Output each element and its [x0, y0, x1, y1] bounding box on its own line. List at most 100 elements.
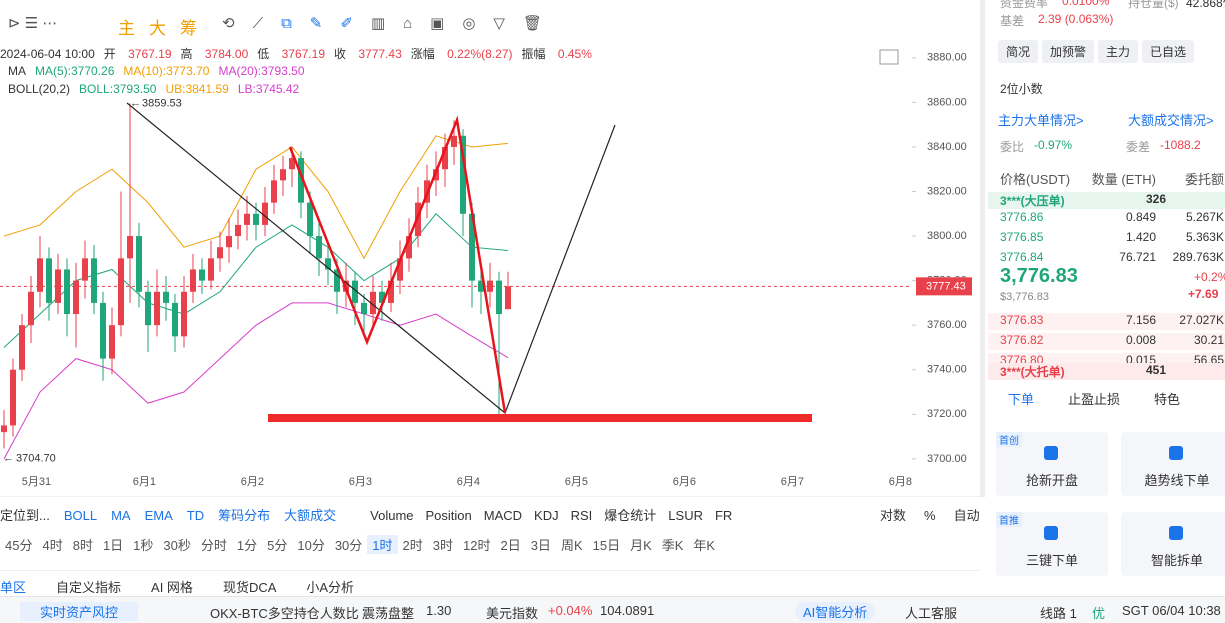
risk[interactable]: 实时资产风控: [20, 602, 139, 621]
panel-tab[interactable]: 现货DCA: [222, 580, 277, 595]
feature-card[interactable]: 智能拆单: [1121, 512, 1225, 576]
candle-body: [100, 302, 106, 359]
text: 委比: [1000, 140, 1025, 154]
indicator[interactable]: FR: [714, 508, 733, 523]
link[interactable]: 大额成交情况>: [1128, 113, 1214, 128]
period[interactable]: 30秒: [163, 538, 191, 553]
feature-card[interactable]: 首推 三键下单: [996, 512, 1108, 576]
period[interactable]: 3时: [432, 538, 453, 553]
tab[interactable]: 下单: [1008, 392, 1035, 407]
book-row: 3776.83 7.156 27.027K: [988, 313, 1225, 330]
indicator[interactable]: Volume: [370, 508, 414, 523]
tab[interactable]: 止盈止损: [1068, 392, 1121, 407]
text: 低: [257, 47, 270, 61]
period[interactable]: 1秒: [133, 538, 154, 553]
text: 2.39 (0.063%): [1038, 12, 1114, 26]
indicator[interactable]: MACD: [483, 508, 523, 523]
y-tick-label: 3860.00: [927, 96, 967, 108]
text: Volume Position MACD KDJ RSI 爆仓统计 LSUR FR: [370, 508, 744, 523]
period[interactable]: 1时: [367, 535, 398, 554]
feature-card[interactable]: 首创 抢新开盘: [996, 432, 1108, 496]
period[interactable]: 1日: [102, 538, 124, 553]
period[interactable]: 年K: [693, 538, 716, 553]
indicator[interactable]: LSUR: [668, 508, 703, 523]
period[interactable]: 2日: [500, 538, 521, 553]
panel-tab[interactable]: AI 网格: [151, 580, 193, 595]
indicator[interactable]: 大额成交: [284, 508, 337, 523]
tool[interactable]: 大: [149, 19, 168, 38]
button[interactable]: 已自选: [1142, 40, 1195, 63]
candle-body: [397, 258, 403, 281]
candle-body: [82, 258, 88, 281]
period[interactable]: 30分: [334, 538, 363, 553]
indicator[interactable]: MA: [111, 508, 131, 523]
period[interactable]: 45分: [5, 538, 33, 553]
period[interactable]: 1分: [236, 538, 258, 553]
header: 价格(USDT) 数量 (ETH) 委托额: [988, 169, 1225, 187]
text: 收: [334, 47, 347, 61]
button[interactable]: 加预警: [1042, 40, 1095, 63]
period[interactable]: 15日: [592, 538, 621, 553]
cell: 7.156: [1125, 313, 1156, 327]
text: 美元指数: [486, 606, 539, 621]
option[interactable]: %: [924, 508, 936, 523]
cell: 289.763K: [1172, 250, 1224, 264]
text: 定位到...: [0, 508, 50, 523]
period[interactable]: 月K: [630, 538, 652, 553]
book-row: 3776.85 1.420 5.363K: [988, 230, 1225, 247]
candle-body: [307, 202, 313, 237]
button[interactable]: 简况: [998, 40, 1039, 63]
cell: 数量 (ETH): [1091, 172, 1156, 187]
indicator[interactable]: BOLL: [63, 508, 98, 523]
x-tick-label: 6月8: [889, 476, 912, 488]
period[interactable]: 季K: [661, 538, 684, 553]
text: 基差: [1000, 14, 1025, 28]
candle-body: [172, 302, 178, 337]
period[interactable]: 2时: [402, 538, 423, 553]
candle-body: [235, 224, 241, 237]
text: 高: [180, 47, 193, 61]
cell: 委托额: [1184, 172, 1224, 187]
period[interactable]: 5分: [267, 538, 288, 553]
indicator[interactable]: Position: [425, 508, 472, 523]
period[interactable]: 10分: [297, 538, 325, 553]
boll-line: [3, 302, 509, 460]
icon: [1169, 446, 1183, 460]
service[interactable]: 人工客服: [905, 606, 958, 621]
indicator[interactable]: KDJ: [534, 508, 559, 523]
indicator[interactable]: TD: [186, 508, 205, 523]
book-row: 3776.86 0.849 5.267K: [988, 210, 1225, 227]
period[interactable]: 3日: [530, 538, 551, 553]
tool[interactable]: 筹: [180, 19, 199, 38]
icon: [1044, 446, 1058, 460]
panel-tab[interactable]: 自定义指标: [56, 580, 122, 595]
ai[interactable]: AI智能分析: [795, 602, 876, 621]
candle-body: [199, 269, 205, 281]
indicator[interactable]: 筹码分布: [218, 508, 271, 523]
text: 3784.00: [204, 47, 249, 61]
x-tick-label: 6月6: [673, 476, 696, 488]
period[interactable]: 4时: [42, 538, 63, 553]
text: +7.69: [1188, 287, 1219, 301]
text: 优: [1092, 606, 1106, 621]
indicator[interactable]: RSI: [570, 508, 593, 523]
option[interactable]: 自动: [953, 508, 980, 523]
indicator[interactable]: EMA: [144, 508, 173, 523]
link[interactable]: 主力大单情况>: [998, 113, 1084, 128]
panel-tab[interactable]: 单区: [0, 580, 27, 595]
candle-body: [460, 135, 466, 214]
tool[interactable]: 主: [118, 19, 137, 38]
tab[interactable]: 特色: [1154, 392, 1181, 407]
splitter: [980, 0, 985, 497]
option[interactable]: 对数: [880, 508, 907, 523]
period[interactable]: 12时: [463, 538, 491, 553]
indicator[interactable]: 爆仓统计: [604, 508, 657, 523]
period[interactable]: 分时: [200, 538, 227, 553]
panel-tab[interactable]: 小A分析: [306, 580, 355, 595]
feature-card[interactable]: 趋势线下单: [1121, 432, 1225, 496]
text: -1088.2: [1160, 138, 1201, 152]
button[interactable]: 主力: [1098, 40, 1139, 63]
last-price-tag: [916, 277, 972, 296]
period[interactable]: 周K: [560, 538, 583, 553]
period[interactable]: 8时: [72, 538, 93, 553]
